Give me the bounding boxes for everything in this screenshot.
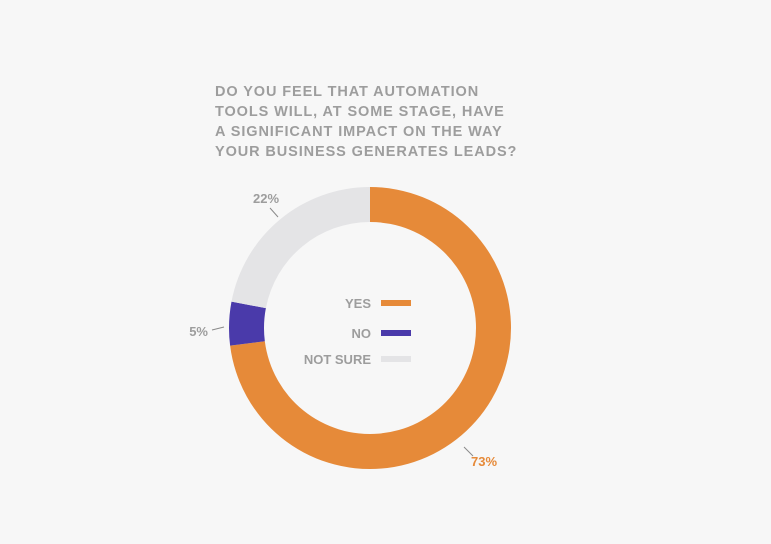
- chart-legend: YES NO NOT SURE: [304, 296, 411, 367]
- legend-label-not-sure: NOT SURE: [304, 352, 372, 367]
- legend-swatch-no: [381, 330, 411, 336]
- legend-label-no: NO: [352, 326, 372, 341]
- label-tick-no: [211, 326, 225, 331]
- legend-swatch-not-sure: [381, 356, 411, 362]
- label-tick-yes: [463, 446, 474, 457]
- slice-not-sure: [231, 187, 370, 309]
- chart-title-line-1: DO YOU FEEL THAT AUTOMATION: [215, 84, 480, 100]
- legend-label-yes: YES: [345, 296, 371, 311]
- value-label-yes: 73%: [471, 454, 497, 469]
- chart-title: DO YOU FEEL THAT AUTOMATION TOOLS WILL, …: [215, 82, 545, 162]
- label-tick-not-sure: [269, 207, 279, 218]
- slice-labels: 73% 5% 22%: [189, 191, 497, 469]
- legend-swatch-yes: [381, 300, 411, 306]
- slice-no: [229, 301, 266, 346]
- value-label-no: 5%: [189, 324, 208, 339]
- chart-title-line-3: A SIGNIFICANT IMPACT ON THE WAY: [215, 124, 503, 140]
- chart-title-line-2: TOOLS WILL, AT SOME STAGE, HAVE: [215, 104, 505, 120]
- donut-slices: [229, 187, 512, 469]
- value-label-not-sure: 22%: [253, 191, 279, 206]
- chart-title-line-4: YOUR BUSINESS GENERATES LEADS?: [215, 144, 518, 160]
